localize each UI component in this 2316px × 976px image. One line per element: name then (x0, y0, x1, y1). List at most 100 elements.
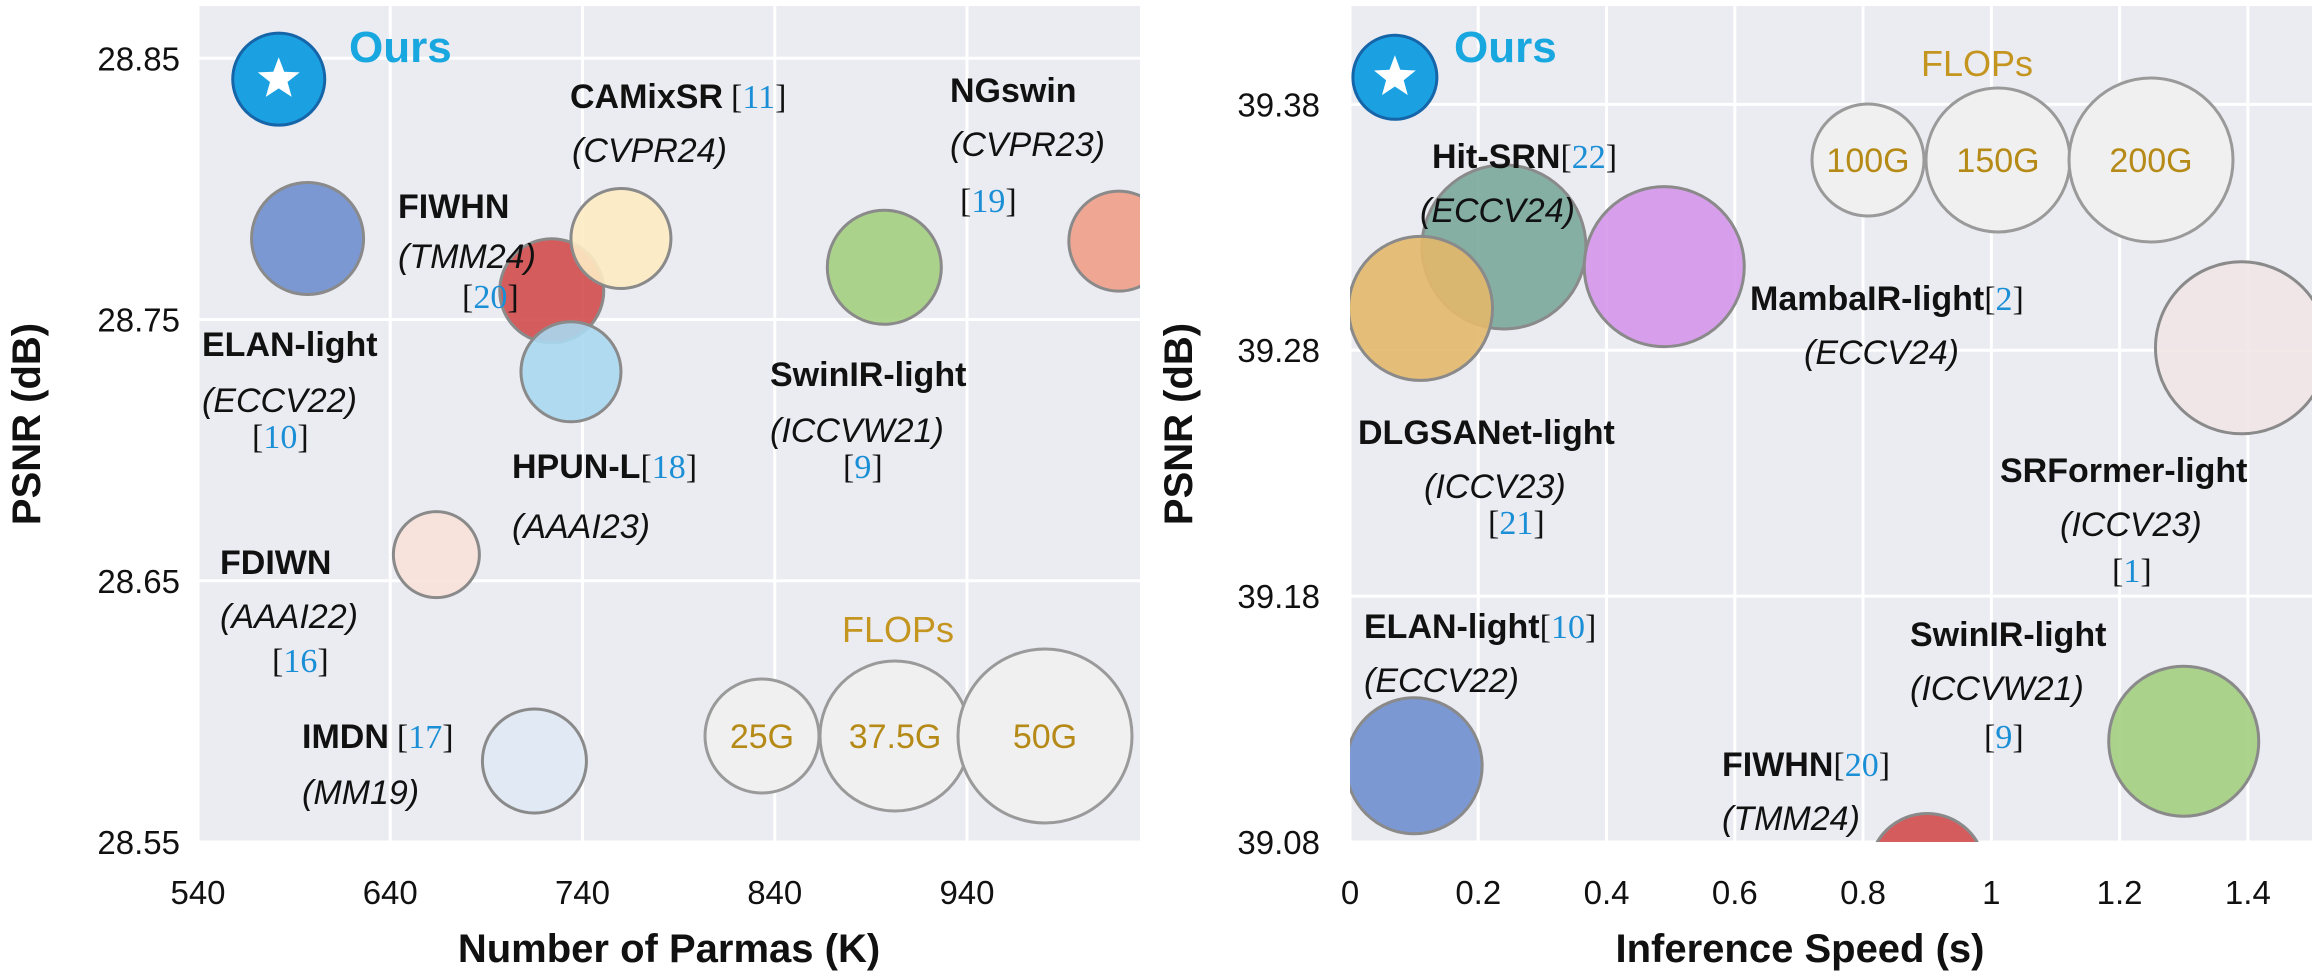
svg-text:HPUN-L[18]: HPUN-L[18] (512, 448, 697, 486)
left-label-fiwhn: FIWHN (TMM24) [20] (398, 188, 536, 316)
left-size-legend-label: 25G (730, 718, 794, 756)
model-venue: ECCV24 (1815, 334, 1947, 372)
svg-text:MambaIR-light[2]: MambaIR-light[2] (1750, 280, 2024, 318)
left-label-swinir-light: SwinIR-light (ICCVW21) [9] (770, 356, 966, 486)
x-tick-label: 940 (939, 874, 994, 911)
svg-text:(TMM24): (TMM24) (398, 238, 536, 276)
svg-text:(ECCV22): (ECCV22) (202, 382, 357, 420)
bubble-swinir-light (2107, 664, 2261, 818)
y-tick-label: 39.08 (1237, 824, 1320, 861)
left-x-tick-labels: 540 640 740 840 940 (170, 874, 994, 911)
bubble-imdn (480, 707, 588, 815)
bubble-srformer-light (2153, 260, 2312, 436)
right-label-swinir-light: SwinIR-light (ICCVW21) [9] (1910, 616, 2106, 756)
model-name: HPUN-L (512, 448, 640, 486)
svg-text:(ICCV23): (ICCV23) (1424, 468, 1566, 506)
svg-text:(ICCV23): (ICCV23) (2060, 506, 2202, 544)
model-ref: 10 (1551, 609, 1585, 646)
model-ref: 19 (971, 183, 1005, 220)
svg-text:(ECCV24): (ECCV24) (1804, 334, 1959, 372)
y-tick-label: 28.75 (97, 302, 180, 339)
bubble-camixsr (569, 187, 673, 291)
svg-text:CAMixSR[11]: CAMixSR [11] (570, 78, 786, 116)
right-x-tick-labels: 0 0.2 0.4 0.6 0.8 1 1.2 1.4 (1341, 874, 2271, 911)
right-label-ours: Ours (1454, 23, 1557, 72)
left-panel: 28.55 28.65 28.75 28.85 540 640 740 840 940 Num… (5, 6, 1140, 971)
svg-text:Hit-SRN[22]: Hit-SRN[22] (1432, 138, 1617, 176)
x-tick-label: 1.4 (2225, 874, 2271, 911)
svg-text:(AAAI22): (AAAI22) (220, 598, 358, 636)
model-name: IMDN (302, 718, 389, 756)
left-label-ngswin: NGswin (CVPR23) [19] (950, 72, 1105, 220)
right-size-legend-title: FLOPs (1921, 43, 2033, 84)
model-venue: CVPR24 (583, 132, 715, 170)
model-name: FIWHN (1722, 746, 1833, 784)
svg-text:(CVPR23): (CVPR23) (950, 126, 1105, 164)
right-panel: 39.08 39.18 39.28 39.38 0 0.2 0.4 0.6 0.8 1 1.2 1.… (1157, 6, 2312, 971)
y-tick-label: 39.18 (1237, 578, 1320, 615)
model-ref: 18 (652, 449, 686, 486)
x-tick-label: 0.4 (1584, 874, 1630, 911)
left-y-tick-labels: 28.55 28.65 28.75 28.85 (97, 40, 180, 861)
model-name: SwinIR-light (770, 356, 966, 394)
bubble-mambair-light (1582, 185, 1746, 349)
star-icon (257, 57, 300, 97)
y-tick-label: 28.65 (97, 563, 180, 600)
svg-text:DLGSANet-light: DLGSANet-light (1358, 414, 1615, 452)
right-size-legend-label: 150G (1956, 142, 2039, 180)
svg-text:(TMM24): (TMM24) (1722, 800, 1860, 838)
svg-text:SwinIR-light: SwinIR-light (1910, 616, 2106, 654)
svg-text:NGswin: NGswin (950, 72, 1077, 110)
svg-text:FIWHN[20]: FIWHN[20] (1722, 746, 1890, 784)
model-venue: ICCVW21 (781, 412, 932, 450)
x-tick-label: 0.2 (1455, 874, 1501, 911)
model-ref: 1 (2123, 553, 2140, 590)
model-venue: ECCV22 (1375, 662, 1507, 700)
x-tick-label: 540 (170, 874, 225, 911)
svg-text:(ICCVW21): (ICCVW21) (1910, 670, 2084, 708)
svg-text:[19]: [19] (960, 183, 1017, 220)
svg-text:[16]: [16] (272, 643, 329, 680)
right-label-dlgsanet-light: DLGSANet-light (ICCV23) [21] (1358, 414, 1615, 542)
right-x-axis-title: Inference Speed (s) (1615, 927, 1984, 971)
svg-text:[10]: [10] (252, 419, 309, 456)
model-ref: 2 (1996, 281, 2013, 318)
model-venue: TMM24 (1733, 800, 1848, 838)
right-label-fiwhn: FIWHN[20] (TMM24) (1722, 746, 1890, 838)
x-tick-label: 640 (363, 874, 418, 911)
model-venue: ECCV22 (213, 382, 345, 420)
model-name: Hit-SRN (1432, 138, 1560, 176)
x-tick-label: 1 (1982, 874, 2000, 911)
model-name: SRFormer-light (2000, 452, 2247, 490)
model-ref: 11 (742, 79, 775, 116)
bubble-hpun-l (519, 320, 623, 424)
svg-text:SRFormer-light: SRFormer-light (2000, 452, 2247, 490)
svg-text:(MM19): (MM19) (302, 774, 419, 812)
model-ref: 9 (1995, 719, 2012, 756)
left-x-axis-title: Number of Parmas (K) (458, 927, 880, 971)
left-size-legend-label: 50G (1013, 718, 1077, 756)
right-size-legend-label: 100G (1826, 142, 1909, 180)
right-label-mambair-light: MambaIR-light[2] (ECCV24) (1750, 280, 2024, 372)
model-venue: ICCVW21 (1921, 670, 2072, 708)
model-venue: ECCV24 (1431, 192, 1563, 230)
svg-text:ELAN-light: ELAN-light (202, 326, 378, 364)
model-name: MambaIR-light (1750, 280, 1984, 318)
right-label-hit-srn: Hit-SRN[22] (ECCV24) (1420, 138, 1617, 230)
model-name: FDIWN (220, 544, 331, 582)
svg-text:FDIWN: FDIWN (220, 544, 331, 582)
model-venue: MM19 (313, 774, 408, 812)
left-size-legend-large (956, 647, 1134, 825)
model-venue: AAAI23 (521, 508, 638, 546)
svg-text:[20]: [20] (462, 279, 519, 316)
svg-text:(ECCV24): (ECCV24) (1420, 192, 1575, 230)
left-label-elan-light: ELAN-light (ECCV22) [10] (202, 326, 378, 456)
svg-text:IMDN[17]: IMDN [17] (302, 718, 454, 756)
model-venue: ICCV23 (1435, 468, 1554, 506)
right-y-tick-labels: 39.08 39.18 39.28 39.38 (1237, 86, 1320, 861)
left-label-camixsr: CAMixSR [11] (CVPR24) (570, 78, 786, 170)
bubble-elan-light (1350, 696, 1484, 836)
model-name: DLGSANet-light (1358, 414, 1615, 452)
left-gridlines (196, 6, 1140, 844)
